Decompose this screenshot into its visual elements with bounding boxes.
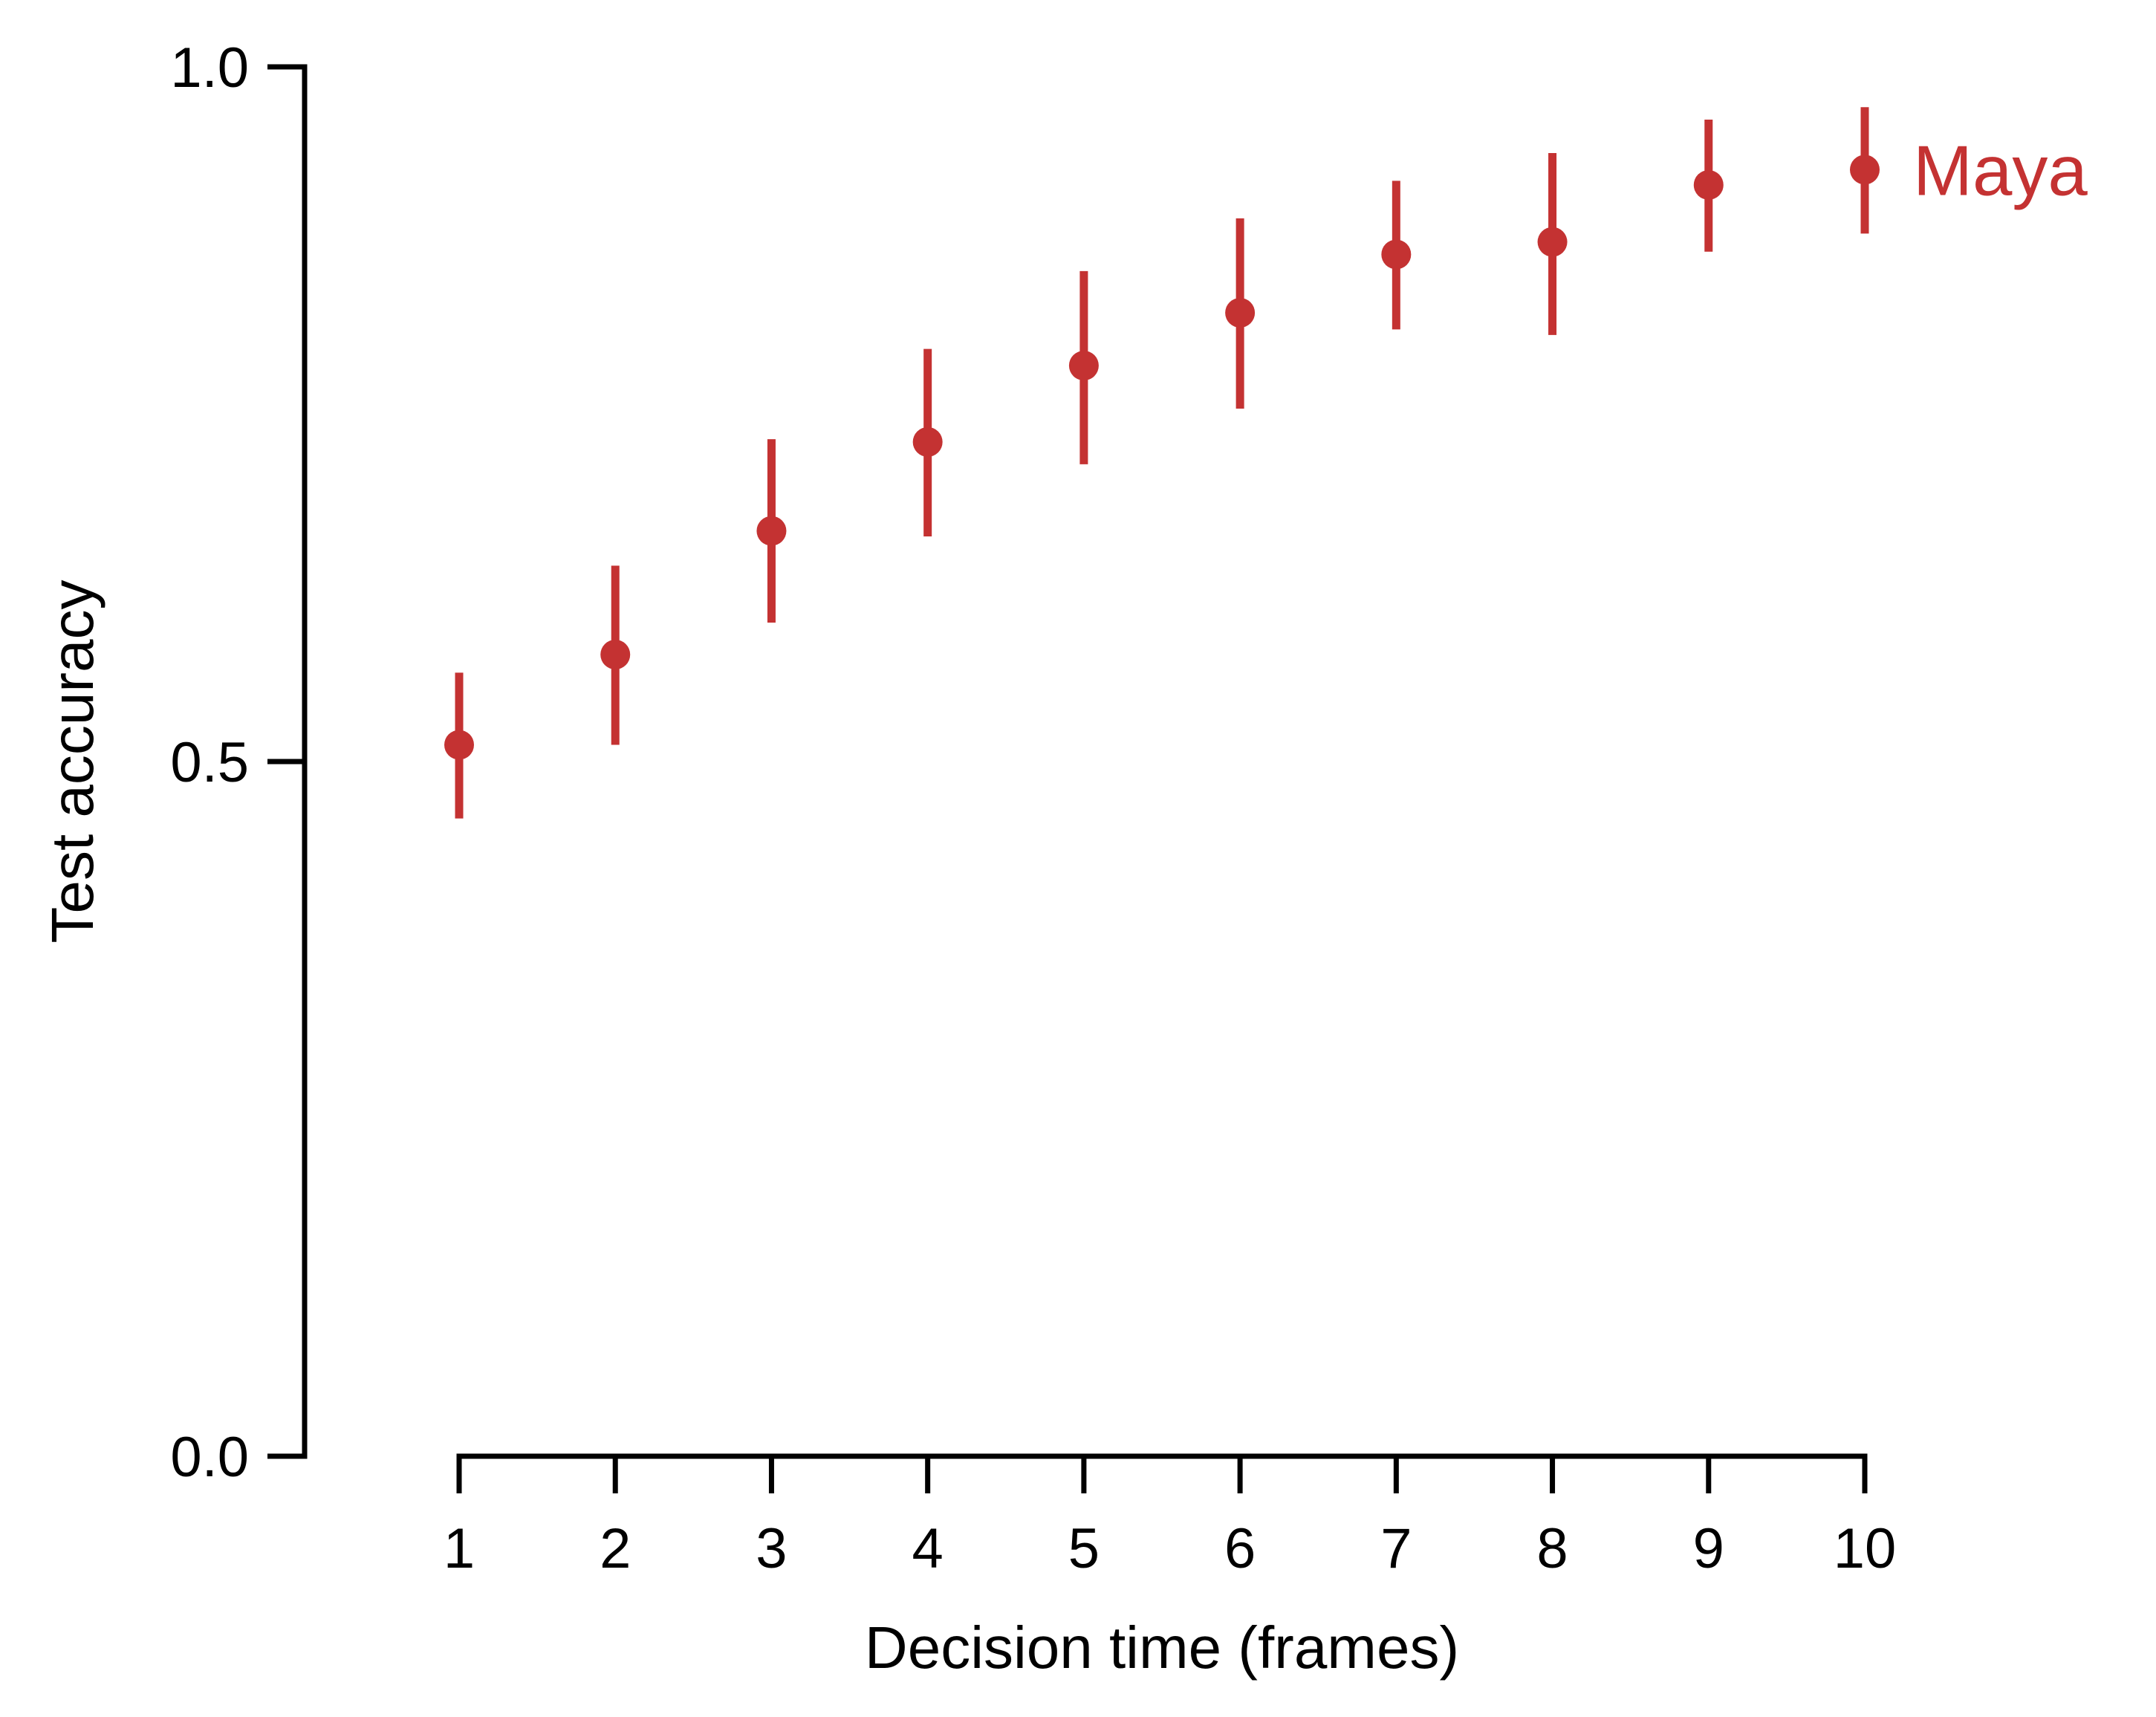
x-tick-label: 7 bbox=[1380, 1517, 1412, 1580]
x-tick-label: 9 bbox=[1693, 1517, 1724, 1580]
data-point bbox=[1225, 297, 1256, 328]
x-tick-label: 5 bbox=[1068, 1517, 1100, 1580]
data-point bbox=[600, 640, 631, 670]
x-tick-label: 4 bbox=[912, 1517, 944, 1580]
x-tick-label: 8 bbox=[1536, 1517, 1568, 1580]
data-point bbox=[1850, 155, 1880, 185]
y-axis-ticks: 0.0 0.5 1.0 bbox=[170, 36, 305, 1489]
data-point bbox=[444, 730, 474, 760]
data-point bbox=[1693, 169, 1724, 200]
x-tick-label: 1 bbox=[444, 1517, 475, 1580]
x-tick-label: 6 bbox=[1224, 1517, 1256, 1580]
y-tick-label: 0.0 bbox=[170, 1426, 249, 1489]
data-point bbox=[1381, 239, 1412, 270]
x-axis-ticks: 1 2 3 4 5 6 7 8 9 10 bbox=[444, 1456, 1896, 1580]
data-point bbox=[1068, 351, 1099, 381]
data-point bbox=[912, 426, 943, 457]
y-tick-label: 0.5 bbox=[170, 731, 249, 794]
y-axis-title: Test accuracy bbox=[39, 580, 105, 943]
data-point bbox=[756, 516, 787, 546]
y-tick-label: 1.0 bbox=[170, 36, 249, 100]
data-points: Maya bbox=[444, 107, 2088, 819]
series-label: Maya bbox=[1913, 131, 2088, 210]
x-axis-title: Decision time (frames) bbox=[865, 1614, 1459, 1681]
data-point bbox=[1537, 227, 1568, 257]
x-tick-label: 2 bbox=[600, 1517, 631, 1580]
x-tick-label: 10 bbox=[1834, 1517, 1897, 1580]
x-tick-label: 3 bbox=[756, 1517, 787, 1580]
